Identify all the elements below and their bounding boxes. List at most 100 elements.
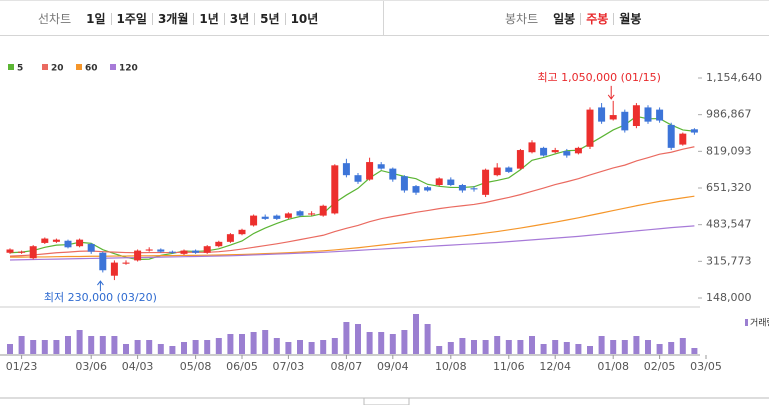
candle-body: [215, 241, 223, 247]
x-tick-label: 07/03: [273, 360, 305, 373]
volume-bar: [401, 330, 408, 354]
volume-bar: [529, 336, 535, 354]
candle-body: [250, 215, 258, 226]
volume-bar: [123, 344, 129, 354]
moving-average-line: [10, 195, 695, 258]
candle-body: [342, 163, 350, 176]
volume-bar: [540, 344, 547, 354]
volume-bar: [517, 340, 524, 354]
legend-label: 120: [119, 64, 138, 74]
toolbar: 선차트 1일 1주일 3개월 1년 3년 5년 10년 봉차트 일봉 주봉 월봉: [0, 0, 769, 36]
volume-bar: [204, 340, 211, 354]
volume-bar: [598, 336, 605, 354]
period-button[interactable]: 일봉: [553, 11, 576, 26]
volume-bar: [552, 340, 559, 354]
candle-body: [482, 169, 490, 195]
separator: [383, 1, 384, 36]
candle-body: [377, 164, 385, 169]
line-chart-label: 선차트: [38, 12, 72, 26]
period-button[interactable]: 3개월: [151, 12, 193, 25]
candle-body: [447, 179, 455, 186]
period-button[interactable]: 3년: [223, 12, 254, 25]
period-button[interactable]: 월봉: [613, 12, 646, 25]
volume-bar: [297, 340, 303, 354]
period-button[interactable]: 1주일: [110, 12, 152, 25]
candle-chart-group: 봉차트 일봉 주봉 월봉: [505, 1, 646, 36]
volume-bar: [459, 338, 466, 354]
candle-body: [331, 165, 339, 214]
candle-body: [656, 109, 664, 121]
y-tick-label: 148,000: [706, 291, 752, 304]
candle-body: [192, 250, 200, 253]
candle-body: [145, 249, 153, 251]
candle-body: [528, 142, 536, 153]
candle-body: [6, 249, 14, 253]
scroll-tab: [363, 397, 410, 405]
moving-average-line: [9, 146, 695, 257]
x-tick-label: 04/03: [122, 360, 154, 373]
x-tick-label: 05/08: [180, 360, 212, 373]
x-tick-label: 02/05: [644, 360, 676, 373]
volume-bar: [134, 340, 141, 354]
period-button[interactable]: 주봉: [580, 12, 613, 25]
volume-bar: [88, 336, 95, 354]
candle-body: [586, 109, 594, 147]
candle-body: [400, 176, 408, 191]
candle-body: [261, 216, 269, 219]
candle-body: [679, 133, 687, 145]
period-button[interactable]: 5년: [254, 12, 284, 25]
x-tick-label: 03/06: [75, 360, 107, 373]
volume-bar: [146, 340, 153, 354]
candle-body: [180, 250, 188, 254]
candle-body: [18, 251, 26, 253]
volume-bar: [181, 342, 187, 354]
candle-body: [470, 188, 478, 190]
volume-bar: [76, 330, 83, 354]
volume-bar: [436, 346, 443, 354]
period-button[interactable]: 10년: [284, 12, 324, 25]
volume-bar: [18, 336, 25, 354]
candle-body: [667, 124, 675, 148]
candle-body: [76, 239, 84, 247]
x-tick-label: 12/04: [539, 360, 571, 373]
candle-body: [621, 111, 629, 131]
y-tick-label: 1,154,640: [706, 71, 762, 84]
candle-body: [308, 213, 316, 215]
y-tick-label: 483,547: [706, 218, 752, 231]
candle-body: [493, 167, 501, 176]
candle-body: [598, 107, 606, 122]
volume-bar: [355, 324, 361, 354]
candle-body: [110, 262, 118, 276]
candle-body: [226, 234, 234, 242]
volume-bar: [413, 314, 419, 354]
candle-body: [563, 151, 571, 156]
volume-bar: [227, 334, 234, 354]
candle-body: [284, 213, 292, 218]
volume-bar: [691, 348, 698, 354]
x-tick-label: 08/07: [331, 360, 363, 373]
volume-bar: [285, 342, 292, 354]
candle-body: [505, 167, 513, 172]
candle-body: [412, 186, 420, 193]
volume-bar: [668, 342, 675, 354]
volume-bar: [157, 344, 164, 354]
y-tick-label: 986,867: [706, 108, 752, 121]
volume-bar: [215, 338, 222, 354]
line-chart-group: 선차트 1일 1주일 3개월 1년 3년 5년 10년: [38, 1, 323, 36]
candle-body: [516, 150, 524, 169]
candle-body: [273, 215, 281, 219]
volume-bar: [505, 340, 512, 354]
max-annotation: 최고 1,050,000 (01/15): [537, 71, 661, 84]
period-button[interactable]: 1년: [193, 12, 223, 25]
volume-bar: [53, 340, 60, 354]
candle-body: [87, 244, 95, 252]
volume-bar: [633, 336, 640, 354]
candle-body: [203, 246, 211, 253]
volume-bar: [378, 332, 385, 354]
candle-body: [540, 147, 548, 156]
volume-bar: [111, 336, 118, 354]
period-button[interactable]: 1일: [86, 11, 106, 26]
candle-body: [41, 238, 49, 243]
